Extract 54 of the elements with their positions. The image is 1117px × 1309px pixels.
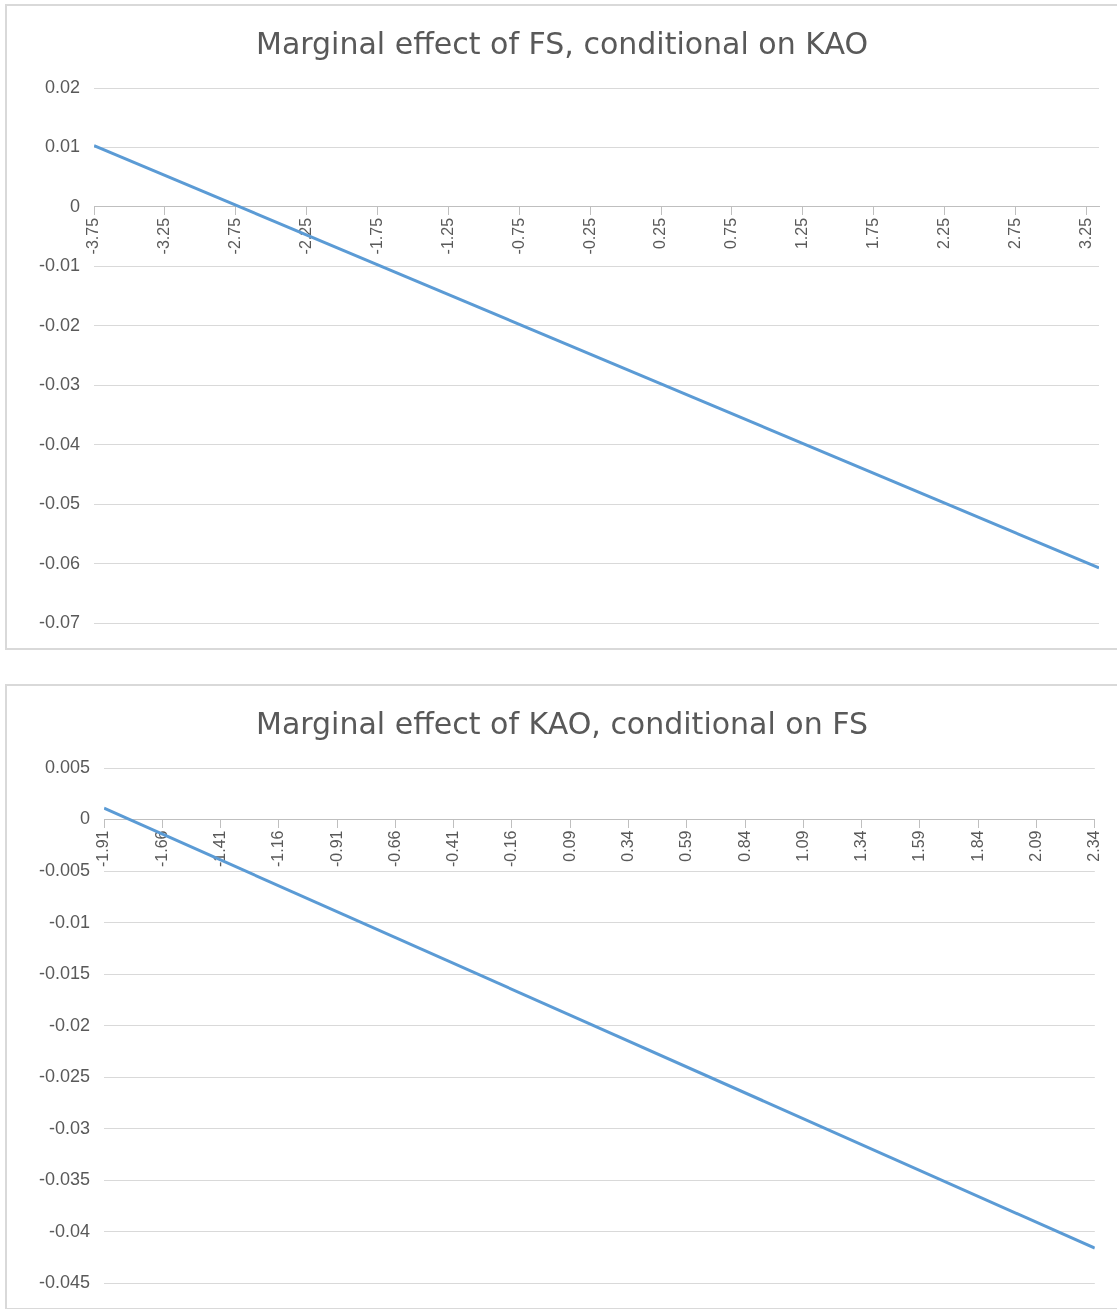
y-tick-label: 0 — [80, 808, 91, 829]
y-tick-label: -0.03 — [49, 1117, 91, 1138]
x-tick-label: 0.09 — [560, 830, 578, 862]
x-tick-label: -1.91 — [94, 830, 112, 867]
y-tick-label: -0.005 — [38, 860, 91, 881]
x-tick-label: 1.59 — [910, 830, 928, 862]
x-tick-label: -1.16 — [269, 830, 287, 867]
x-tick-label: 1.09 — [793, 830, 811, 862]
x-tick-label: -0.16 — [502, 830, 520, 867]
y-tick-label: -0.04 — [49, 1220, 91, 1241]
x-tick-label: 3.25 — [1076, 217, 1094, 250]
y-tick-label: -0.01 — [39, 255, 81, 276]
x-tick-label: 0.59 — [677, 830, 695, 862]
x-tick-label: -0.91 — [327, 830, 345, 867]
y-tick-label: -0.02 — [39, 314, 81, 335]
x-tick-label: 0.75 — [722, 217, 740, 250]
x-tick-label: 2.25 — [934, 217, 952, 250]
y-tick-label: 0.01 — [44, 136, 81, 157]
y-tick-label: -0.03 — [39, 374, 81, 395]
x-tick-label: -0.75 — [509, 217, 527, 255]
y-tick-label: -0.02 — [49, 1014, 91, 1035]
y-tick-label: -0.04 — [39, 433, 81, 454]
chart-title: Marginal effect of FS, conditional on KAO — [255, 25, 869, 61]
x-tick-label: 2.75 — [1005, 217, 1023, 250]
x-tick-label: 1.34 — [852, 830, 870, 862]
x-tick-label: -3.25 — [155, 217, 173, 255]
y-tick-label: -0.025 — [38, 1066, 91, 1087]
y-tick-label: -0.035 — [38, 1169, 91, 1190]
y-tick-label: -0.045 — [38, 1272, 91, 1293]
x-tick-label: 1.25 — [793, 217, 811, 250]
y-tick-label: 0.02 — [44, 76, 81, 97]
x-tick-label: 2.34 — [1085, 830, 1103, 862]
y-tick-label: -0.01 — [49, 911, 91, 932]
x-tick-label: -2.75 — [226, 217, 244, 255]
y-tick-label: 0 — [70, 195, 81, 216]
x-tick-label: -3.75 — [84, 217, 102, 255]
y-tick-label: 0.005 — [44, 756, 91, 777]
x-tick-label: 1.75 — [864, 217, 882, 250]
x-tick-label: -2.25 — [297, 217, 315, 255]
x-tick-label: -1.25 — [438, 217, 456, 255]
y-tick-label: -0.015 — [38, 963, 91, 984]
x-tick-label: -0.41 — [444, 830, 462, 867]
x-tick-label: 1.84 — [968, 830, 986, 862]
x-tick-label: 0.34 — [618, 830, 636, 862]
x-tick-label: -0.25 — [580, 217, 598, 255]
y-tick-label: -0.07 — [39, 612, 81, 633]
y-tick-label: -0.06 — [39, 552, 81, 573]
y-tick-label: -0.05 — [39, 493, 81, 514]
chart-title: Marginal effect of KAO, conditional on FS — [255, 705, 869, 741]
x-tick-label: -0.66 — [385, 830, 403, 867]
x-tick-label: -1.75 — [367, 217, 385, 255]
x-tick-label: 0.25 — [651, 217, 669, 250]
x-tick-label: 0.84 — [735, 830, 753, 862]
x-tick-label: 2.09 — [1026, 830, 1044, 862]
